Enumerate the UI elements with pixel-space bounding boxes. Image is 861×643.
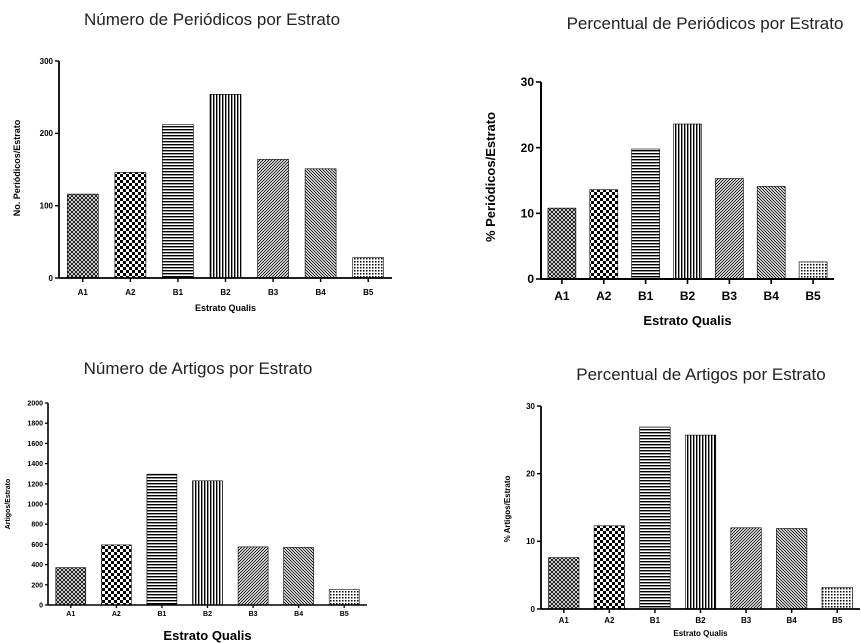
x-tick-label: B3 — [249, 611, 258, 618]
y-tick-label: 1600 — [27, 441, 43, 448]
x-tick-label: B4 — [787, 616, 798, 625]
chart-panel-2: Percentual de Periódicos por Estrato 0 10 2… — [483, 14, 843, 328]
x-tick-label: B2 — [203, 611, 212, 618]
x-axis-title: Estrato Qualis — [195, 303, 256, 313]
bar-B2 — [192, 480, 223, 606]
bar-A1 — [67, 193, 99, 279]
bar-A2 — [589, 189, 619, 280]
chart-panel-1: Número de Periódicos por Estrato 0 100 200 3… — [12, 10, 392, 313]
y-tick-label: 30 — [526, 402, 535, 411]
bar-B2 — [684, 434, 717, 610]
x-tick-label: B2 — [695, 616, 706, 625]
x-tick-label: B2 — [680, 289, 696, 303]
x-tick-label: B5 — [363, 288, 374, 297]
y-tick-label: 400 — [31, 562, 43, 569]
x-tick-label: B1 — [173, 288, 184, 297]
bar-B3 — [715, 178, 744, 280]
chart-title: Número de Artigos por Estrato — [84, 359, 313, 378]
bar-B1 — [639, 426, 671, 610]
bar-B1 — [162, 124, 194, 279]
y-tick-label: 1800 — [27, 421, 43, 428]
bar-A2 — [101, 544, 132, 606]
x-tick-label: B5 — [340, 611, 349, 618]
bar-B5 — [328, 588, 360, 606]
bar-A2 — [593, 525, 625, 610]
y-tick-label: 300 — [40, 57, 54, 66]
x-tick-label: B1 — [638, 289, 654, 303]
x-tick-label: A2 — [596, 289, 612, 303]
x-tick-label: A1 — [66, 611, 75, 618]
x-tick-label: B4 — [294, 611, 303, 618]
y-tick-label: 200 — [31, 582, 43, 589]
bar-B2 — [673, 123, 702, 280]
y-tick-label: 20 — [521, 141, 535, 155]
bar-B3 — [730, 527, 762, 610]
x-tick-label: B3 — [741, 616, 752, 625]
chart-panel-4: Percentual de Artigos por Estrato 0 10 20 30… — [503, 365, 860, 638]
bar-A1 — [548, 557, 580, 610]
bar-B4 — [756, 186, 786, 280]
bar-B3 — [257, 159, 289, 279]
bar-A2 — [114, 172, 147, 279]
y-tick-label: 1200 — [27, 481, 43, 488]
x-tick-label: A1 — [554, 289, 570, 303]
bar-B3 — [237, 546, 269, 606]
x-axis-title: Estrato Qualis — [643, 313, 731, 328]
y-axis-title: % Periódicos/Estrato — [483, 112, 498, 242]
x-tick-label: B5 — [832, 616, 843, 625]
x-tick-label: B2 — [220, 288, 231, 297]
chart-panel-3: Número de Artigos por Estrato 0 200 400 600 8… — [5, 359, 367, 643]
y-axis-title: Artigos/Estrato — [5, 479, 12, 530]
y-tick-label: 800 — [31, 522, 43, 529]
y-tick-label: 20 — [526, 469, 535, 478]
chart-title: Percentual de Artigos por Estrato — [576, 365, 825, 384]
x-tick-label: A2 — [604, 616, 615, 625]
bar-B1 — [146, 473, 178, 606]
y-tick-label: 0 — [527, 272, 534, 286]
x-tick-label: A1 — [78, 288, 89, 297]
y-tick-label: 0 — [49, 274, 54, 283]
bar-B5 — [798, 261, 828, 280]
bar-B2 — [209, 94, 242, 279]
x-tick-label: A1 — [559, 616, 570, 625]
y-tick-label: 0 — [39, 602, 43, 609]
y-tick-label: 1000 — [27, 501, 43, 508]
y-axis-title: No. Periódicos/Estrato — [12, 119, 22, 216]
chart-title: Número de Periódicos por Estrato — [84, 10, 340, 29]
bar-B4 — [304, 168, 337, 279]
y-tick-label: 1400 — [27, 461, 43, 468]
x-tick-label: A2 — [125, 288, 136, 297]
x-tick-label: B5 — [805, 289, 821, 303]
x-tick-label: B1 — [650, 616, 661, 625]
x-tick-label: B3 — [722, 289, 738, 303]
x-tick-label: B4 — [316, 288, 327, 297]
y-tick-label: 600 — [31, 542, 43, 549]
y-tick-label: 100 — [40, 201, 54, 210]
y-tick-label: 200 — [40, 129, 54, 138]
x-tick-label: B3 — [268, 288, 279, 297]
x-axis-title: Estrato Qualis — [673, 629, 728, 638]
x-axis-title: Estrato Qualis — [163, 628, 251, 643]
x-tick-label: B4 — [764, 289, 780, 303]
x-tick-label: A2 — [112, 611, 121, 618]
bar-B5 — [821, 586, 853, 610]
bar-A1 — [55, 567, 87, 606]
bar-B5 — [352, 257, 385, 279]
bar-B1 — [631, 148, 660, 280]
y-tick-label: 10 — [521, 207, 535, 221]
bar-B4 — [283, 547, 314, 606]
x-tick-label: B1 — [157, 611, 166, 618]
chart-title: Percentual de Periódicos por Estrato — [567, 14, 844, 33]
y-tick-label: 2000 — [27, 400, 43, 407]
y-tick-label: 30 — [521, 75, 535, 89]
bar-B4 — [776, 528, 808, 610]
y-tick-label: 10 — [526, 537, 535, 546]
y-tick-label: 0 — [531, 605, 536, 614]
bar-A1 — [547, 207, 577, 280]
y-axis-title: % Artigos/Estrato — [503, 475, 512, 542]
